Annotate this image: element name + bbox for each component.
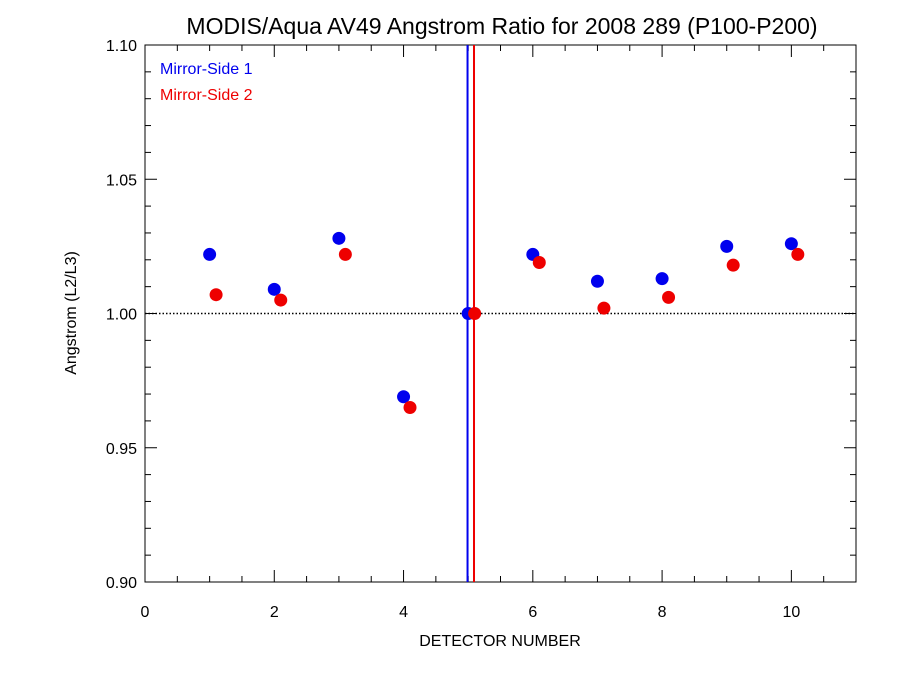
x-tick-label: 6 <box>528 604 537 621</box>
x-axis-label: DETECTOR NUMBER <box>419 633 581 650</box>
data-point <box>267 282 281 296</box>
x-tick-label: 0 <box>141 604 150 621</box>
legend-entry: Mirror-Side 1 <box>160 61 253 78</box>
y-tick-label: 0.90 <box>106 575 137 592</box>
legend: Mirror-Side 1 Mirror-Side 2 <box>160 61 253 104</box>
tick-labels: 0 2 4 6 8 10 0.90 0.95 1.00 1.05 1.10 <box>106 38 801 621</box>
legend-entry: Mirror-Side 2 <box>160 87 253 104</box>
y-axis-label: Angstrom (L2/L3) <box>63 251 80 375</box>
data-point <box>209 288 223 302</box>
data-point <box>532 255 546 269</box>
y-tick-label: 1.00 <box>106 307 137 324</box>
x-tick-label: 10 <box>782 604 800 621</box>
y-tick-label: 1.10 <box>106 38 137 55</box>
y-tick-label: 1.05 <box>106 172 137 189</box>
x-tick-label: 2 <box>270 604 279 621</box>
data-point <box>403 400 417 414</box>
data-point <box>597 301 611 315</box>
data-point <box>338 247 352 261</box>
data-point <box>590 274 604 288</box>
y-tick-label: 0.95 <box>106 441 137 458</box>
data-point <box>332 231 346 245</box>
data-point <box>726 258 740 272</box>
x-tick-label: 4 <box>399 604 408 621</box>
data-point <box>784 237 798 251</box>
data-point <box>397 390 411 404</box>
data-point <box>662 290 676 304</box>
data-point <box>274 293 288 307</box>
data-points <box>203 231 805 414</box>
data-point <box>203 247 217 261</box>
data-point <box>720 239 734 253</box>
chart-title: MODIS/Aqua AV49 Angstrom Ratio for 2008 … <box>186 13 817 39</box>
data-point <box>468 307 482 320</box>
x-tick-label: 8 <box>658 604 667 621</box>
data-point <box>655 272 669 286</box>
data-point <box>791 247 805 261</box>
